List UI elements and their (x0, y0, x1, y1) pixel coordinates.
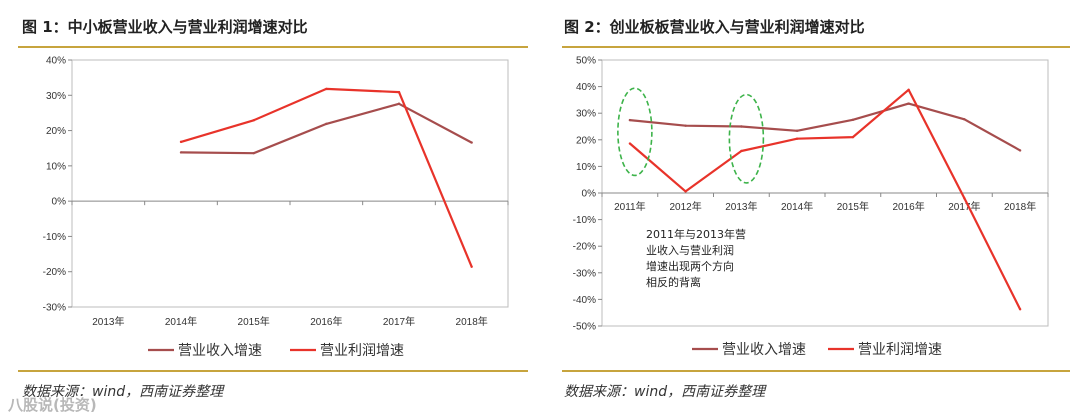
x-tick-label: 2013年 (92, 315, 124, 328)
series-line-profit-growth (180, 87, 473, 268)
y-tick-label: -20% (43, 267, 66, 278)
data-point (470, 265, 473, 268)
x-tick-label: 2018年 (1004, 200, 1036, 213)
data-point (740, 125, 743, 128)
data-point (907, 88, 910, 91)
legend-label: 营业收入增速 (722, 342, 806, 358)
data-point (907, 102, 910, 105)
x-tick-label: 2014年 (165, 315, 197, 328)
watermark-text: 八股说(投资) (8, 396, 97, 414)
chart-panel-sme-board: 图 1：中小板营业收入与营业利润增速对比 -30% -20% -10% 0% 10% 20… (18, 18, 528, 400)
x-tick-label: 2016年 (893, 200, 925, 213)
chart-title: 图 2：创业板板营业收入与营业利润增速对比 (564, 18, 865, 36)
y-tick-label: 20% (576, 135, 596, 146)
y-tick-label: -20% (573, 242, 596, 253)
x-tick-label: 2018年 (456, 315, 488, 328)
x-tick-label: 2014年 (781, 200, 813, 213)
data-point (252, 119, 255, 122)
y-tick-label: 40% (576, 82, 596, 93)
y-tick-label: 50% (576, 56, 596, 67)
data-point (628, 142, 632, 145)
y-tick-label: 40% (46, 56, 66, 67)
data-point (795, 137, 799, 140)
y-tick-label: -40% (573, 295, 596, 306)
y-tick-label: -30% (43, 303, 66, 314)
y-tick-label: 0% (582, 189, 597, 200)
y-tick-label: 20% (46, 126, 66, 137)
y-tick-label: 10% (576, 162, 596, 173)
x-tick-label: 2016年 (310, 315, 342, 328)
annotation-text: 相反的背离 (646, 275, 701, 289)
y-tick-label: -50% (573, 322, 596, 333)
data-point (963, 118, 966, 121)
y-tick-label: -10% (573, 215, 596, 226)
x-tick-label: 2013年 (725, 200, 757, 213)
data-point (397, 90, 401, 94)
x-tick-label: 2015年 (837, 200, 869, 213)
data-point (628, 118, 632, 122)
legend-label: 营业利润增速 (858, 342, 942, 358)
data-point (795, 129, 799, 132)
annotation-text: 增速出现两个方向 (646, 259, 734, 273)
source-divider (562, 370, 1070, 372)
data-source-note: 数据来源：wind，西南证券整理 (22, 384, 224, 400)
data-point (325, 87, 328, 91)
y-tick-label: 0% (52, 197, 67, 208)
y-tick-label: -30% (573, 268, 596, 279)
annotation-text: 业收入与营业利润 (646, 243, 734, 257)
x-tick-label: 2015年 (238, 315, 270, 328)
highlight-ellipse (617, 87, 653, 177)
data-point (740, 149, 743, 153)
chart-title: 图 1：中小板营业收入与营业利润增速对比 (22, 18, 308, 36)
data-point (179, 140, 183, 144)
title-divider (562, 46, 1070, 48)
annotation-text: 2011年与2013年营 (646, 227, 746, 241)
y-tick-label: 10% (46, 161, 66, 172)
series-line-revenue-growth (629, 102, 1021, 152)
x-tick-label: 2017年 (948, 200, 980, 213)
series-line-profit-growth (629, 88, 1022, 310)
title-divider (18, 46, 528, 48)
data-point (252, 151, 255, 155)
data-point (1018, 149, 1022, 152)
y-tick-label: -10% (43, 232, 66, 243)
source-divider (18, 370, 528, 372)
data-point (684, 124, 687, 127)
data-point (851, 118, 855, 122)
data-point (397, 102, 401, 105)
x-tick-label: 2011年 (614, 200, 646, 213)
data-point (851, 135, 855, 139)
plot-area (71, 59, 509, 308)
data-source-note: 数据来源：wind，西南证券整理 (564, 384, 766, 400)
highlight-ellipse (728, 93, 765, 184)
legend-label: 营业收入增速 (178, 343, 262, 359)
legend-label: 营业利润增速 (320, 343, 404, 359)
data-point (325, 122, 328, 126)
line-chart-chinext: -50% -40% -30% -20% -10% 0% 10% 20% 30% 40% 50% 201… (573, 56, 1049, 358)
line-chart-sme-board: -30% -20% -10% 0% 10% 20% 30% 40% 2013年 2014年 2015… (43, 56, 509, 359)
x-tick-label: 2017年 (383, 315, 415, 328)
x-tick-label: 2012年 (670, 200, 702, 213)
data-point (1018, 308, 1022, 311)
data-point (684, 190, 687, 193)
data-point (963, 197, 966, 200)
chart-panel-chinext: 图 2：创业板板营业收入与营业利润增速对比 -50% -40% -30% -20% -1… (540, 0, 1080, 418)
y-tick-label: 30% (576, 109, 596, 120)
data-point (470, 141, 473, 144)
data-point (179, 151, 183, 154)
y-tick-label: 30% (46, 91, 66, 102)
